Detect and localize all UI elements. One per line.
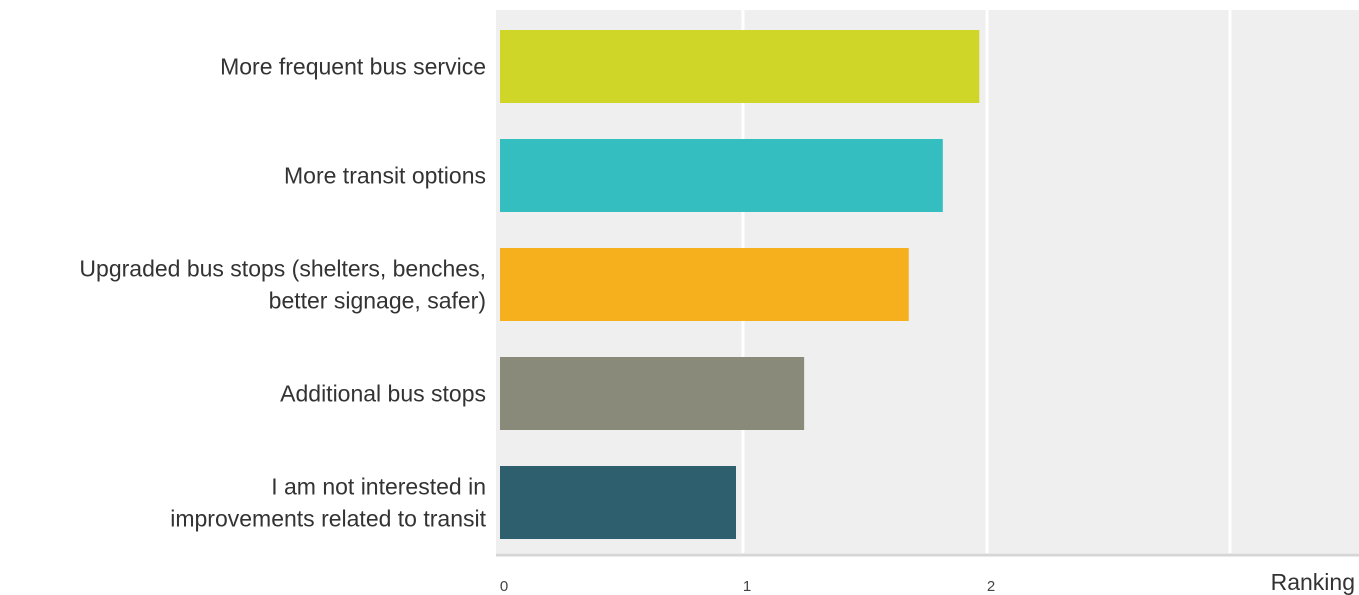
bar <box>500 30 980 103</box>
category-label-line: improvements related to transit <box>170 506 486 532</box>
category-label-line: better signage, safer) <box>269 288 486 314</box>
category-label-line: I am not interested in <box>271 474 486 500</box>
category-label: More frequent bus service <box>220 54 486 80</box>
category-label-line: Additional bus stops <box>280 381 486 407</box>
category-label: More transit options <box>284 163 486 189</box>
bar <box>500 248 909 321</box>
x-axis-title: Ranking <box>1271 569 1355 595</box>
bar <box>500 139 943 212</box>
bars <box>500 30 980 539</box>
category-label: Upgraded bus stops (shelters, benches, be… <box>79 256 486 314</box>
category-label-line: Upgraded bus stops (shelters, benches, <box>79 256 486 282</box>
category-label-line: More frequent bus service <box>220 54 486 80</box>
category-label: I am not interested in improvements relat… <box>170 474 486 532</box>
x-tick-label: 1 <box>743 578 751 595</box>
x-tick-label: 0 <box>500 578 508 595</box>
bar <box>500 466 737 539</box>
category-labels: More frequent bus service More transit op… <box>79 54 486 532</box>
bar <box>500 357 805 430</box>
x-tick-label: 2 <box>987 578 995 595</box>
category-label: Additional bus stops <box>280 381 486 407</box>
x-tick-labels: 0 1 2 <box>500 578 995 595</box>
category-label-line: More transit options <box>284 163 486 189</box>
